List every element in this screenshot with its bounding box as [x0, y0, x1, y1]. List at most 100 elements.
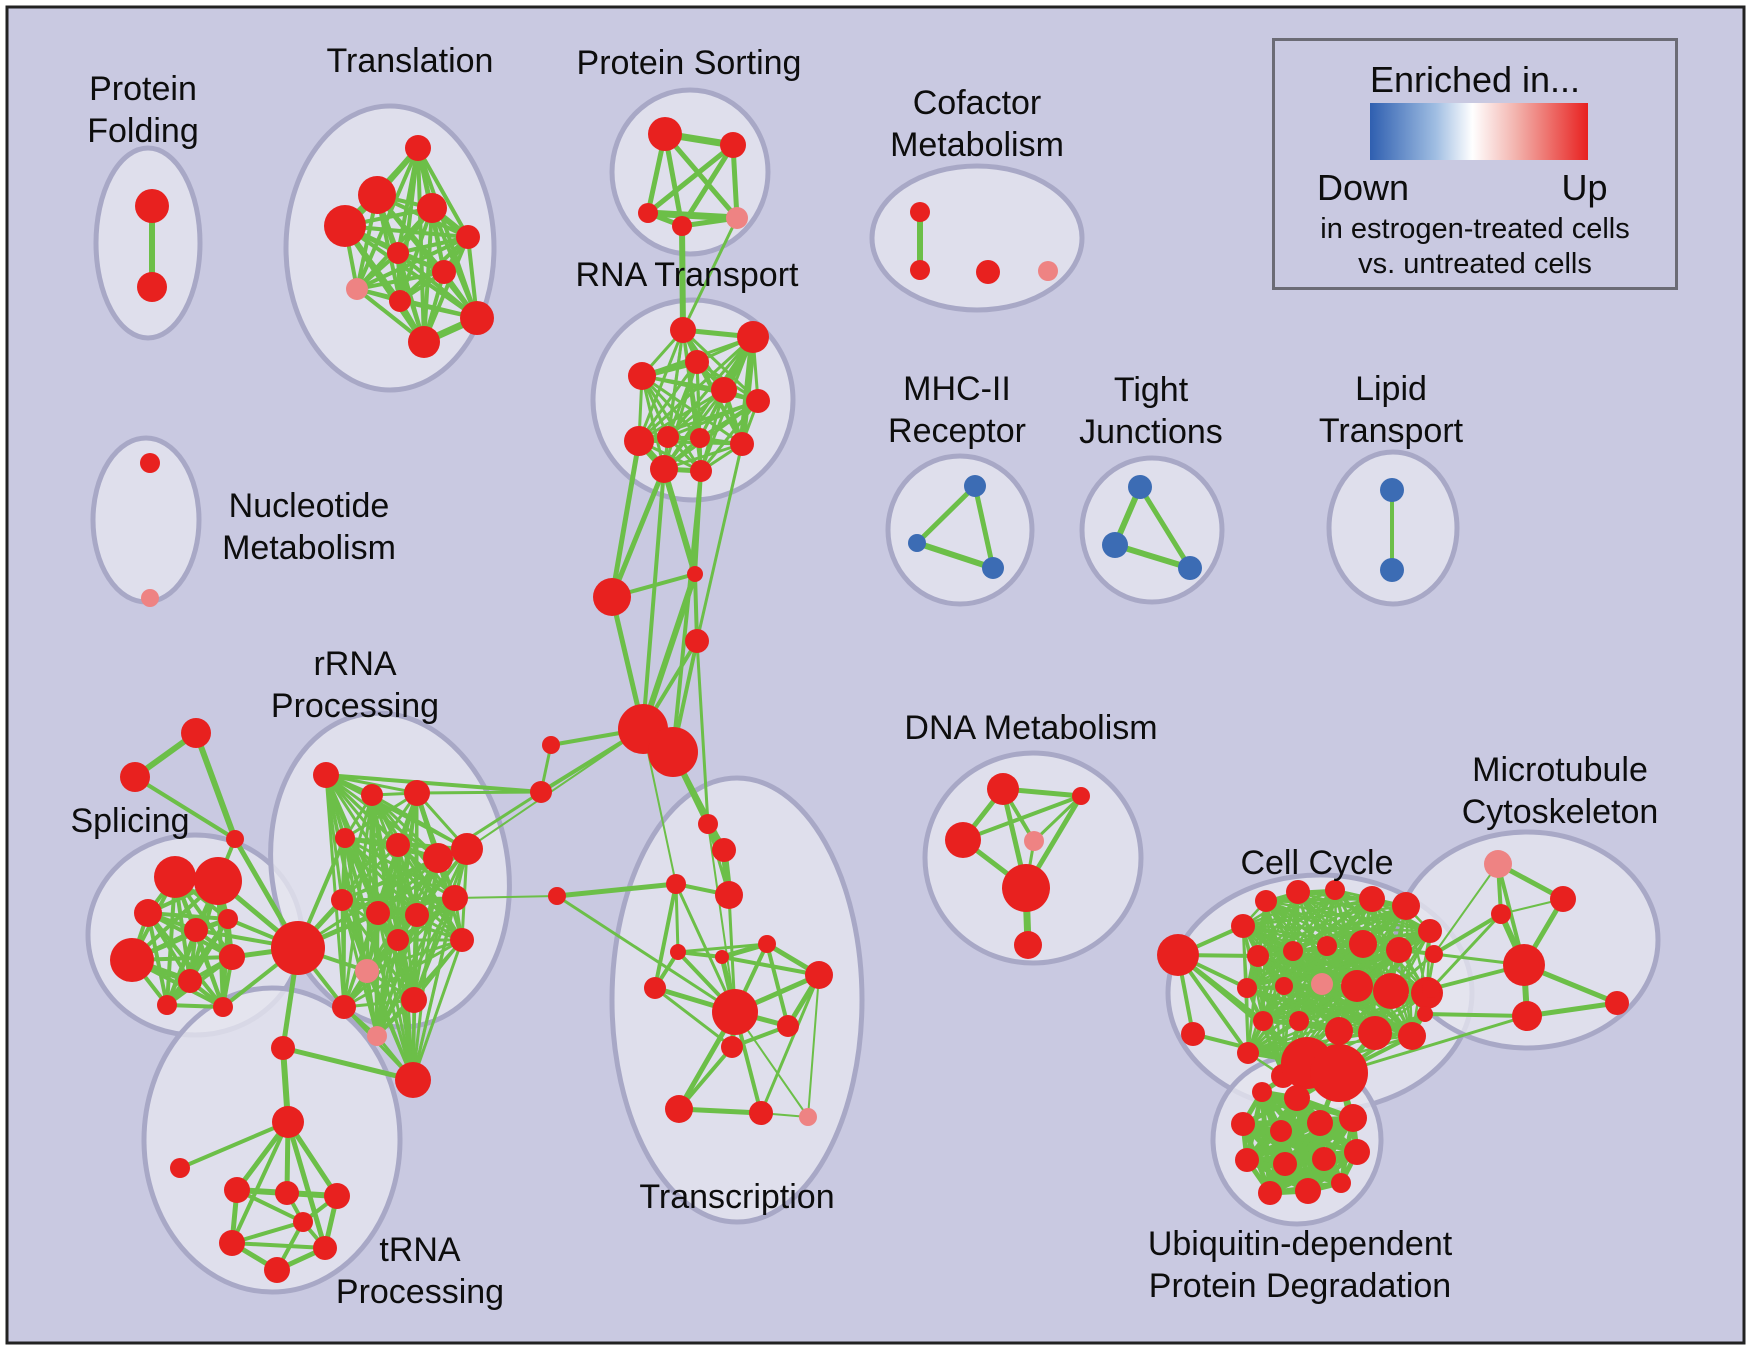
translation-node[interactable] [387, 242, 409, 264]
cellcycle-node[interactable] [1181, 1022, 1205, 1046]
cellcycle-node[interactable] [1418, 919, 1442, 943]
trna-node[interactable] [313, 1236, 337, 1260]
cofactor-node[interactable] [976, 260, 1000, 284]
protein_folding-node[interactable] [135, 189, 169, 223]
trna-node[interactable] [272, 1106, 304, 1138]
transcription-node[interactable] [666, 874, 686, 894]
translation-node[interactable] [417, 193, 447, 223]
trna-node[interactable] [293, 1212, 313, 1232]
trna-node[interactable] [324, 1183, 350, 1209]
microtubule-node[interactable] [1512, 1001, 1542, 1031]
translation-node[interactable] [408, 326, 440, 358]
ubiquitin-node[interactable] [1295, 1178, 1321, 1204]
transcription-node[interactable] [715, 881, 743, 909]
hub-node[interactable] [226, 830, 244, 848]
splicing-node[interactable] [154, 856, 196, 898]
splicing-node[interactable] [110, 938, 154, 982]
rna_transport-node[interactable] [670, 317, 696, 343]
transcription-node[interactable] [715, 950, 729, 964]
hub-node[interactable] [542, 736, 560, 754]
splicing-node[interactable] [178, 969, 202, 993]
hub-node[interactable] [181, 718, 211, 748]
hub-node[interactable] [120, 762, 150, 792]
microtubule-node[interactable] [1484, 850, 1512, 878]
ubiquitin-node[interactable] [1344, 1139, 1370, 1165]
cofactor-node[interactable] [910, 260, 930, 280]
microtubule-node[interactable] [1550, 886, 1576, 912]
lipid-node[interactable] [1380, 478, 1404, 502]
protein_sorting-node[interactable] [648, 117, 682, 151]
cellcycle-node[interactable] [1289, 1011, 1309, 1031]
ubiquitin-node[interactable] [1252, 1082, 1272, 1102]
splicing-node[interactable] [218, 909, 238, 929]
ubiquitin-node[interactable] [1307, 1110, 1333, 1136]
cellcycle-node[interactable] [1231, 914, 1255, 938]
rrna-node[interactable] [386, 833, 410, 857]
trna-node[interactable] [170, 1158, 190, 1178]
cellcycle-node[interactable] [1341, 970, 1373, 1002]
cellcycle-node[interactable] [1359, 886, 1385, 912]
ubiquitin-node[interactable] [1331, 1173, 1351, 1193]
trna-node[interactable] [219, 1230, 245, 1256]
transcription-node[interactable] [777, 1015, 799, 1037]
splicing-node[interactable] [134, 899, 162, 927]
transcription-node[interactable] [670, 944, 686, 960]
translation-node[interactable] [346, 278, 368, 300]
protein_sorting-node[interactable] [720, 132, 746, 158]
transcription-node[interactable] [749, 1101, 773, 1125]
rrna-node[interactable] [423, 843, 453, 873]
trna-node[interactable] [264, 1257, 290, 1283]
hub-node[interactable] [271, 921, 325, 975]
protein_sorting-node[interactable] [672, 216, 692, 236]
rrna-node[interactable] [366, 901, 390, 925]
translation-node[interactable] [405, 135, 431, 161]
cofactor-node[interactable] [1038, 261, 1058, 281]
ubiquitin-node[interactable] [1235, 1148, 1259, 1172]
rrna-node[interactable] [313, 762, 339, 788]
rrna-node[interactable] [335, 828, 355, 848]
nucleotide-node[interactable] [140, 453, 160, 473]
microtubule-node[interactable] [1605, 991, 1629, 1015]
transcription-node[interactable] [698, 814, 718, 834]
protein_folding-node[interactable] [137, 272, 167, 302]
transcription-node[interactable] [721, 1036, 743, 1058]
mhc-node[interactable] [982, 557, 1004, 579]
hub-node[interactable] [648, 727, 698, 777]
rrna-node[interactable] [401, 987, 427, 1013]
microtubule-node[interactable] [1417, 1006, 1433, 1022]
rrna-node[interactable] [404, 780, 430, 806]
transcription-node[interactable] [805, 961, 833, 989]
translation-node[interactable] [324, 205, 366, 247]
cellcycle-node[interactable] [1325, 880, 1345, 900]
hub-node[interactable] [687, 566, 703, 582]
mhc-node[interactable] [964, 475, 986, 497]
translation-node[interactable] [456, 225, 480, 249]
rrna-node[interactable] [361, 784, 383, 806]
cellcycle-node[interactable] [1247, 945, 1269, 967]
microtubule-node[interactable] [1503, 944, 1545, 986]
protein_sorting-node[interactable] [726, 207, 748, 229]
ubiquitin-node[interactable] [1258, 1181, 1282, 1205]
rna_transport-node[interactable] [657, 426, 679, 448]
microtubule-node[interactable] [1425, 945, 1443, 963]
rrna-node[interactable] [355, 959, 379, 983]
tight-node[interactable] [1102, 532, 1128, 558]
rna_transport-node[interactable] [746, 389, 770, 413]
protein_sorting-node[interactable] [638, 203, 658, 223]
nucleotide-node[interactable] [141, 589, 159, 607]
mhc-node[interactable] [908, 534, 926, 552]
translation-node[interactable] [389, 290, 411, 312]
rrna-node[interactable] [405, 903, 429, 927]
cellcycle-node[interactable] [1255, 890, 1277, 912]
tight-node[interactable] [1178, 556, 1202, 580]
cellcycle-node[interactable] [1286, 880, 1310, 904]
ubiquitin-node[interactable] [1284, 1085, 1310, 1111]
cellcycle-node[interactable] [1325, 1017, 1353, 1045]
ubiquitin-node[interactable] [1270, 1120, 1292, 1142]
cellcycle-node[interactable] [1283, 941, 1303, 961]
translation-node[interactable] [358, 176, 396, 214]
cellcycle-node[interactable] [1373, 973, 1409, 1009]
rna_transport-node[interactable] [737, 321, 769, 353]
ubiquitin-node[interactable] [1312, 1147, 1336, 1171]
hub-node[interactable] [593, 578, 631, 616]
